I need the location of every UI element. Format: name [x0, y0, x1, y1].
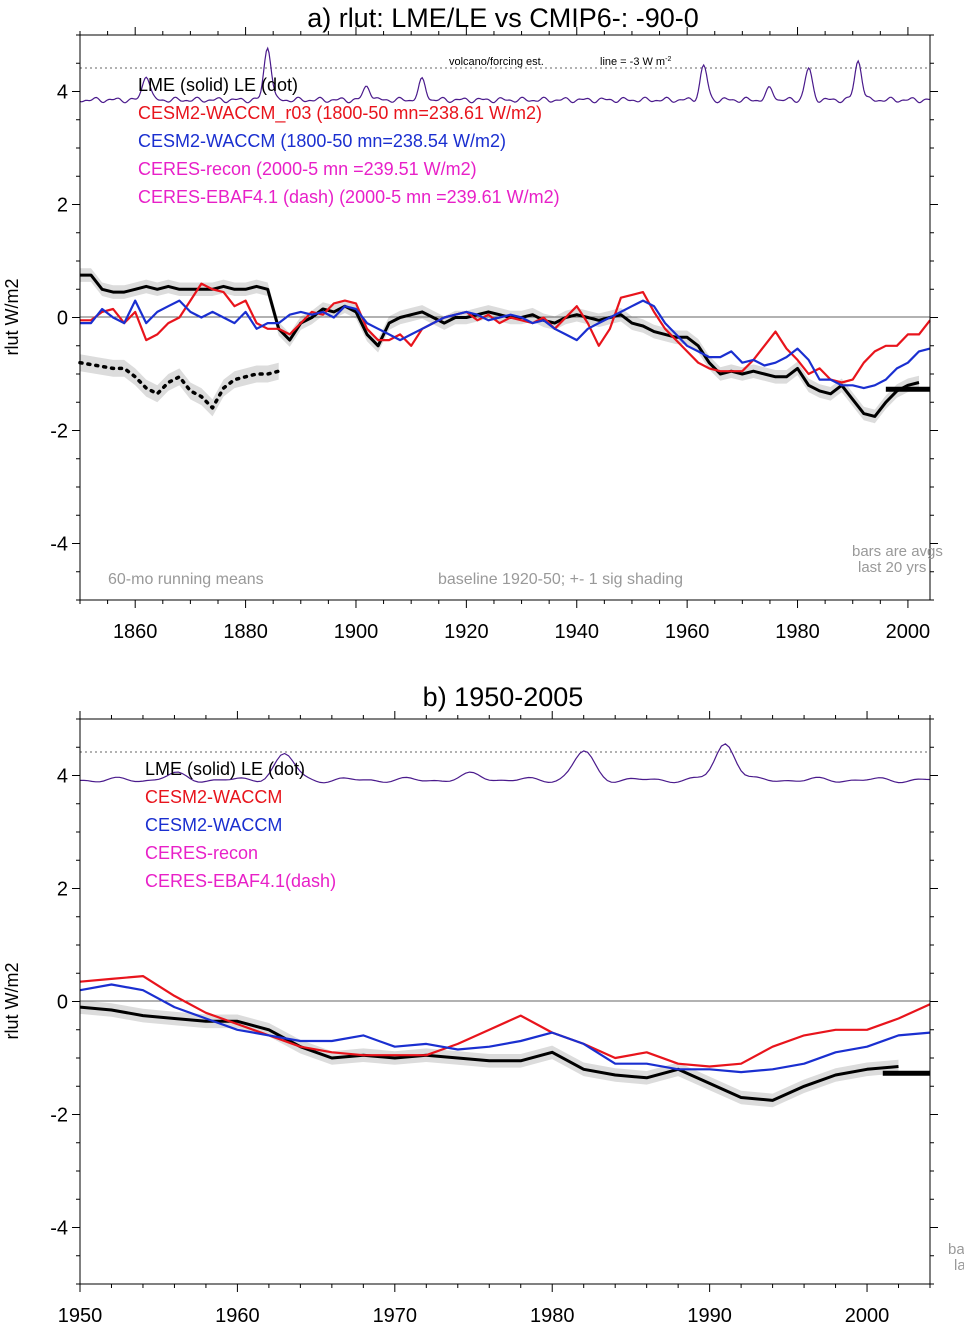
x-tick-label: 1900	[334, 621, 379, 643]
panel-a-ylabel: rlut W/m2	[2, 278, 22, 355]
x-tick-label: 1920	[444, 621, 489, 643]
x-tick-label: 1940	[555, 621, 600, 643]
x-tick-label: 1990	[687, 1305, 732, 1325]
legend-entry: CERES-recon (2000-5 mn =239.51 W/m2)	[138, 159, 477, 179]
panel-b-ylabel: rlut W/m2	[2, 962, 22, 1039]
y-tick-label: 2	[57, 195, 68, 217]
panel-b-title: b) 1950-2005	[423, 682, 584, 712]
legend-entry: LME (solid) LE (dot)	[138, 75, 298, 95]
y-tick-label: 4	[57, 766, 68, 788]
panel-a-volcano-line	[79, 46, 931, 104]
panel-a-volcano-label: volcano/forcing est.	[449, 56, 544, 68]
y-tick-label: -4	[50, 534, 68, 556]
panel-b-bars-label-2: la	[954, 1257, 964, 1274]
series-line	[80, 273, 920, 418]
panel-b-shading	[80, 1000, 899, 1108]
y-tick-label: -2	[50, 421, 68, 443]
y-tick-label: 2	[57, 879, 68, 901]
series-line	[79, 1005, 899, 1102]
x-tick-label: 1970	[373, 1305, 418, 1325]
panel-b: b) 1950-2005 4 2 0 -2 -4 1950 1960 1970 1980 1990…	[2, 682, 964, 1325]
panel-b-bars-label-1: ba	[948, 1241, 964, 1258]
panel-a-shading	[80, 268, 919, 424]
x-tick-label: 1980	[530, 1305, 575, 1325]
x-tick-label: 1980	[775, 621, 820, 643]
sigma-shading	[80, 354, 279, 417]
panel-a: a) rlut: LME/LE vs CMIP6-: -90-0 4 2 0 -2 -4…	[2, 3, 943, 643]
x-tick-label: 2000	[845, 1305, 890, 1325]
legend-entry: LME (solid) LE (dot)	[145, 759, 305, 779]
y-tick-label: -2	[50, 1105, 68, 1127]
series-line	[79, 975, 931, 1068]
series-line	[79, 983, 931, 1074]
x-tick-label: 1860	[113, 621, 158, 643]
legend-entry: CERES-EBAF4.1 (dash) (2000-5 mn =239.61 …	[138, 187, 560, 207]
x-tick-label: 1960	[665, 621, 710, 643]
y-tick-label: 0	[57, 992, 68, 1014]
x-tick-label: 1950	[58, 1305, 103, 1325]
sigma-shading	[80, 268, 919, 424]
series-line	[80, 299, 931, 390]
y-tick-label: -4	[50, 1218, 68, 1240]
panel-a-baseline-label: baseline 1920-50; +- 1 sig shading	[438, 571, 683, 588]
sigma-shading	[80, 1000, 899, 1108]
legend-entry: CERES-recon	[145, 843, 258, 863]
x-tick-label: 1880	[223, 621, 268, 643]
x-tick-label: 1960	[215, 1305, 260, 1325]
legend-entry: CESM2-WACCM_r03 (1800-50 mn=238.61 W/m2)	[138, 103, 542, 124]
panel-a-series	[78, 273, 931, 418]
y-tick-label: 0	[57, 308, 68, 330]
x-tick-label: 2000	[886, 621, 931, 643]
panel-a-bars-label-2: last 20 yrs	[858, 559, 926, 576]
legend-entry: CESM2-WACCM	[145, 787, 282, 807]
legend-entry: CERES-EBAF4.1(dash)	[145, 871, 336, 891]
series-line	[78, 360, 281, 410]
panel-a-bars-label-1: bars are avgs	[852, 543, 943, 560]
panel-a-legend: LME (solid) LE (dot) CESM2-WACCM_r03 (180…	[138, 75, 560, 207]
panel-a-axes: 4 2 0 -2 -4 1860 1880 1900 1920 1940 1960 1980 2000	[50, 27, 938, 643]
panel-a-title: a) rlut: LME/LE vs CMIP6-: -90-0	[307, 3, 699, 33]
legend-entry: CESM2-WACCM (1800-50 mn=238.54 W/m2)	[138, 131, 506, 151]
panel-a-running-means-label: 60-mo running means	[108, 571, 264, 588]
panel-b-legend: LME (solid) LE (dot) CESM2-WACCM CESM2-WAC…	[145, 759, 336, 891]
panel-b-axes: 4 2 0 -2 -4 1950 1960 1970 1980 1990 2000	[50, 711, 938, 1325]
panel-b-volcano-line	[80, 743, 931, 784]
legend-entry: CESM2-WACCM	[145, 815, 282, 835]
series-line	[80, 282, 931, 384]
panel-b-series	[79, 975, 931, 1102]
y-tick-label: 4	[57, 82, 68, 104]
panel-a-line-ref-label: line = -3 W m-2	[600, 56, 671, 68]
